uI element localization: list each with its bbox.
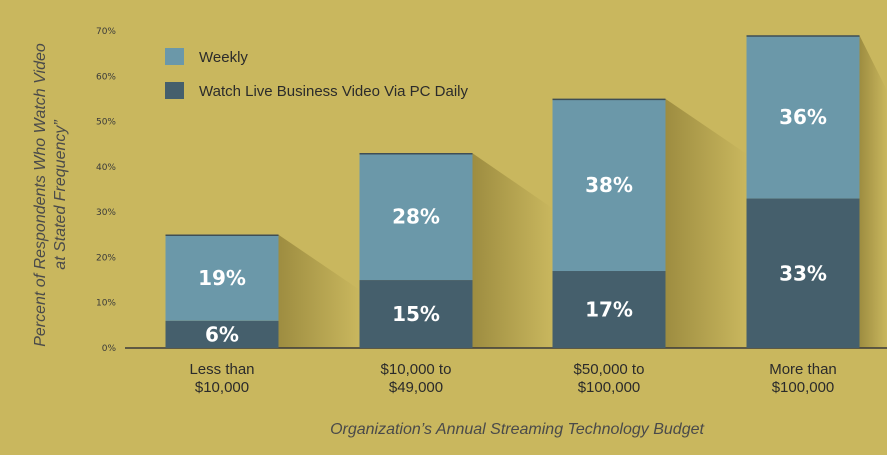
- bar-shadow: [665, 98, 747, 348]
- x-category-label: Less than: [189, 361, 254, 378]
- x-category-label: $50,000 to: [574, 361, 645, 378]
- bar-weekly: [165, 234, 279, 321]
- x-category-label: $10,000 to: [381, 361, 452, 378]
- legend-label-daily: Watch Live Business Video Via PC Daily: [199, 83, 469, 100]
- value-label-daily: 15%: [392, 302, 440, 326]
- value-label-weekly: 19%: [198, 266, 246, 290]
- bar-daily: [359, 280, 473, 348]
- bar-shadow: [472, 153, 553, 348]
- y-tick-label: 30%: [96, 208, 116, 218]
- value-label-weekly: 36%: [779, 105, 827, 129]
- value-label-daily: 6%: [205, 322, 239, 346]
- bar-shadow: [859, 35, 887, 349]
- bar-shadow: [278, 234, 360, 348]
- y-tick-label: 40%: [96, 163, 116, 173]
- y-axis-title-line2: at Stated Frequency”: [52, 120, 69, 270]
- x-category-label: $10,000: [195, 379, 249, 396]
- bar-weekly: [359, 153, 473, 281]
- y-tick-label: 10%: [96, 299, 116, 309]
- x-category-label: $100,000: [578, 379, 641, 396]
- y-tick-label: 0%: [102, 344, 117, 354]
- legend-swatch-daily: [165, 82, 184, 99]
- value-label-daily: 33%: [779, 261, 827, 285]
- x-axis-title: Organization’s Annual Streaming Technolo…: [330, 421, 704, 438]
- bar-weekly: [746, 35, 860, 199]
- x-category-label: $100,000: [772, 379, 835, 396]
- bar-daily: [552, 271, 666, 348]
- x-axis-categories: Less than$10,000 $10,000 to$49,000 $50,000…: [189, 361, 836, 396]
- y-axis-ticks: 0% 10% 20% 30% 40% 50% 60% 70%: [96, 27, 116, 354]
- legend: Weekly Watch Live Business Video Via PC …: [165, 48, 469, 100]
- y-tick-label: 20%: [96, 253, 116, 263]
- value-label-daily: 17%: [585, 298, 633, 322]
- y-axis-title: Percent of Respondents Who Watch Video a…: [32, 43, 69, 347]
- bar-shadows: [278, 35, 887, 349]
- bars: 19% 6% 28% 15% 38% 17% 36% 33%: [165, 35, 860, 348]
- y-axis-title-line1: Percent of Respondents Who Watch Video: [32, 43, 49, 347]
- bar-daily: [165, 320, 279, 348]
- x-category-label: More than: [769, 361, 837, 378]
- y-tick-label: 70%: [96, 27, 116, 37]
- bar-weekly: [552, 98, 666, 272]
- legend-swatch-weekly: [165, 48, 184, 65]
- y-tick-label: 50%: [96, 118, 116, 128]
- x-category-label: $49,000: [389, 379, 443, 396]
- value-label-weekly: 28%: [392, 205, 440, 229]
- value-label-weekly: 38%: [585, 173, 633, 197]
- bar-daily: [746, 198, 860, 348]
- y-tick-label: 60%: [96, 72, 116, 82]
- legend-label-weekly: Weekly: [199, 49, 248, 66]
